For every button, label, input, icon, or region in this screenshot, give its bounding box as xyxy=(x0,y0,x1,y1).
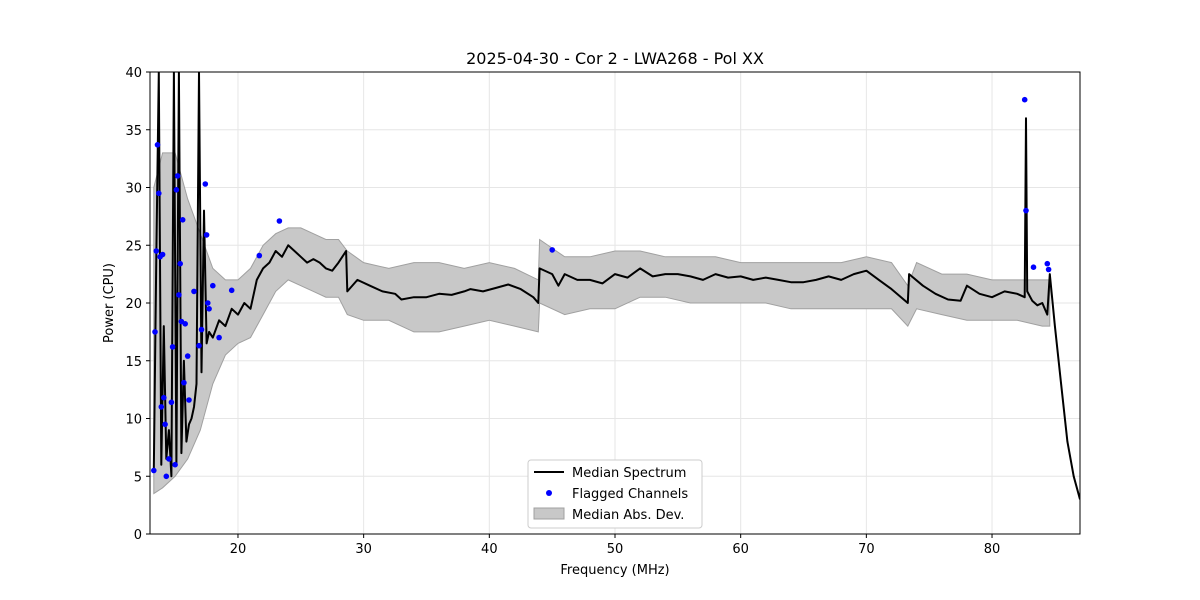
y-tick-label: 10 xyxy=(125,413,142,428)
y-tick-label: 20 xyxy=(125,297,142,312)
flagged-channel-point xyxy=(206,306,212,312)
y-tick-label: 25 xyxy=(125,239,142,254)
flagged-channel-point xyxy=(549,247,555,253)
flagged-channel-point xyxy=(152,329,158,335)
x-axis: 20 30 40 50 60 70 80 xyxy=(230,534,1001,557)
x-tick-label: 50 xyxy=(607,542,624,557)
flagged-channel-point xyxy=(191,288,197,295)
x-axis-label: Frequency (MHz) xyxy=(560,563,669,578)
legend-flagged-swatch xyxy=(546,490,552,496)
median-spectrum-line xyxy=(152,72,1080,500)
y-tick-label: 30 xyxy=(125,182,142,197)
flagged-channel-point xyxy=(153,248,160,254)
flagged-channel-point xyxy=(1045,266,1052,273)
flagged-channel-point xyxy=(181,379,187,386)
x-tick-label: 70 xyxy=(858,542,875,557)
flagged-channel-point xyxy=(169,344,176,350)
flagged-channel-point xyxy=(184,353,191,359)
flagged-channel-point xyxy=(1030,264,1037,271)
y-axis-label: Power (CPU) xyxy=(102,263,117,343)
x-tick-label: 60 xyxy=(732,542,749,557)
legend-flagged-label: Flagged Channels xyxy=(572,487,688,502)
flagged-channel-point xyxy=(166,456,172,462)
flagged-channel-point xyxy=(216,334,222,341)
y-tick-label: 15 xyxy=(125,355,142,370)
flagged-channel-point xyxy=(161,394,167,401)
flagged-channel-point xyxy=(1021,96,1028,103)
x-tick-label: 20 xyxy=(230,542,247,557)
x-tick-label: 80 xyxy=(984,542,1001,557)
flagged-channel-point xyxy=(151,467,157,474)
legend-box xyxy=(527,459,703,529)
flagged-channel-point xyxy=(210,282,216,289)
y-tick-label: 0 xyxy=(134,528,142,543)
flagged-channel-point xyxy=(203,232,210,238)
flagged-channel-point xyxy=(174,173,181,179)
flagged-channel-point xyxy=(154,142,161,148)
flagged-channel-point xyxy=(256,252,263,259)
y-tick-label: 40 xyxy=(125,66,142,81)
y-axis: 0 5 10 15 20 25 30 35 40 xyxy=(125,66,150,543)
y-tick-label: 35 xyxy=(125,124,142,139)
flagged-channel-point xyxy=(1023,207,1029,214)
flagged-channel-point xyxy=(202,181,209,187)
flagged-channel-point xyxy=(205,300,211,306)
mad-band xyxy=(153,152,1051,495)
flagged-channel-point xyxy=(177,260,183,267)
x-tick-label: 40 xyxy=(481,542,498,557)
flagged-channel-point xyxy=(196,342,202,349)
chart-title: 2025-04-30 - Cor 2 - LWA268 - Pol XX xyxy=(466,49,764,68)
legend-median-label: Median Spectrum xyxy=(572,466,686,481)
flagged-channel-point xyxy=(159,251,166,258)
plot-area xyxy=(151,72,1080,500)
flagged-channel-point xyxy=(228,287,235,294)
flagged-channel-point xyxy=(168,399,175,406)
flagged-channel-point xyxy=(1044,260,1051,267)
flagged-channel-point xyxy=(162,421,168,428)
flagged-channel-point xyxy=(179,217,186,223)
flagged-channel-point xyxy=(156,190,162,197)
flagged-channel-point xyxy=(182,321,188,327)
legend-mad-swatch xyxy=(533,507,565,520)
flagged-channel-point xyxy=(198,326,205,333)
flagged-channel-point xyxy=(176,292,182,298)
flagged-channel-point xyxy=(163,473,170,480)
legend-mad-label: Median Abs. Dev. xyxy=(572,508,684,523)
legend: Median Spectrum Flagged Channels Median … xyxy=(527,459,703,529)
y-tick-label: 5 xyxy=(134,470,142,485)
flagged-channel-point xyxy=(186,397,192,403)
flagged-channel-point xyxy=(276,218,283,224)
flagged-channel-point xyxy=(172,461,178,468)
flagged-channel-point xyxy=(158,404,165,410)
flagged-channel-point xyxy=(173,187,180,193)
x-tick-label: 30 xyxy=(355,542,372,557)
